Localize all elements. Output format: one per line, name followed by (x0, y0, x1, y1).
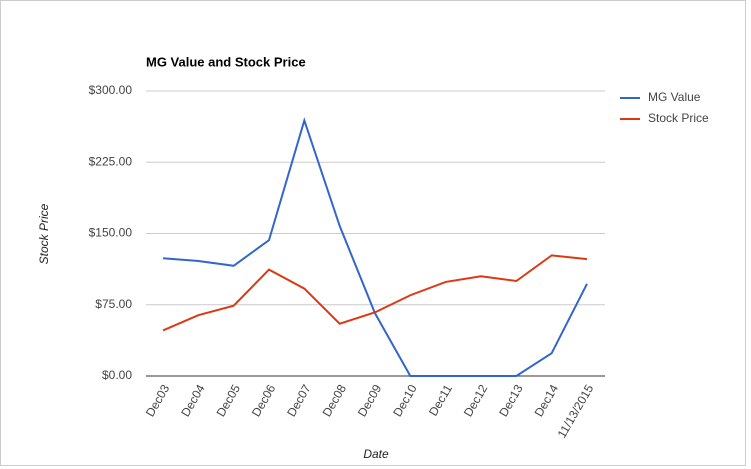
legend-label: Stock Price (648, 111, 709, 125)
chart-title: MG Value and Stock Price (146, 54, 306, 69)
legend-label: MG Value (648, 90, 701, 104)
y-axis-title: Stock Price (37, 203, 51, 264)
series-line (162, 254, 588, 332)
y-tick-label: $0.00 (102, 368, 132, 382)
y-tick-label: $225.00 (89, 154, 133, 168)
y-tick-label: $300.00 (89, 83, 133, 97)
x-axis-title: Date (363, 447, 389, 461)
y-tick-label: $75.00 (95, 297, 132, 311)
y-tick-label: $150.00 (89, 226, 133, 240)
